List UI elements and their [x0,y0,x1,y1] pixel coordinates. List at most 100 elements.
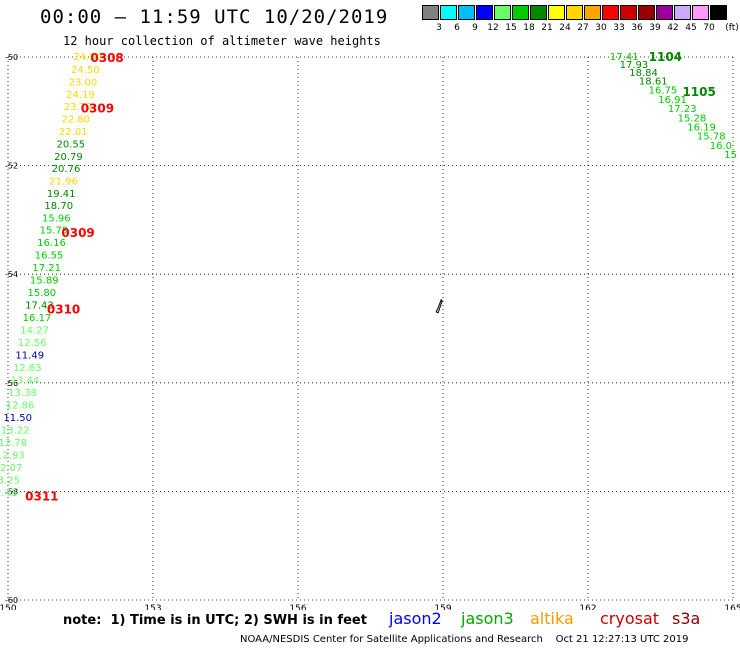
y-tick-label: -52 [5,162,18,171]
legend-swatch [440,5,457,20]
legend-label: 42 [667,23,679,33]
swh-value: 12.78 [0,438,27,449]
pass-label: 1105 [682,85,715,99]
y-tick-label: -56 [5,379,18,388]
swh-value: 13.38 [8,388,37,399]
x-tick-label: 159 [434,604,451,610]
y-tick-label: -58 [5,487,18,496]
swh-value: 16.19 [687,123,716,134]
legend-label: 30 [595,23,607,33]
map-subtitle: 12 hour collection of altimeter wave hei… [63,34,381,48]
swh-value: 23.00 [69,77,98,88]
swh-value: 16.55 [35,251,64,262]
swh-value: 16.91 [658,95,687,106]
legend-swatch [422,5,439,20]
swh-value: 17.93 [620,60,649,71]
legend-label: 12 [487,23,499,33]
island-outline [435,298,443,314]
swh-value: 24.50 [73,52,102,63]
swh-value: 12.07 [0,463,22,474]
swh-value: 13.22 [1,425,30,436]
pass-label: 0310 [47,302,80,316]
swh-value: 11.49 [15,351,44,362]
note-text: note: 1) Time is in UTC; 2) SWH is in fe… [63,613,367,628]
legend-swatch [710,5,727,20]
swh-value: 17.41 [610,52,639,63]
x-tick-label: 153 [144,604,161,610]
swh-value: 15 [724,150,737,161]
x-tick-label: 156 [289,604,306,610]
swh-value: 22.80 [61,114,90,125]
macquarie-island [435,298,443,314]
legend-swatch [512,5,529,20]
legend-swatch [476,5,493,20]
wave-height-map: 150 153 156 159 162 165 -50 -52 -54 -56 -58 -60 24.… [0,50,740,610]
swh-value: 16.75 [649,86,678,97]
swh-value: 12.63 [13,363,42,374]
map-title: 00:00 – 11:59 UTC 10/20/2019 [40,6,389,28]
swh-value: 20.79 [54,152,83,163]
swh-value: 15.78 [697,132,726,143]
swh-value: 15.80 [28,288,57,299]
swh-value: 12.43 [0,488,17,499]
swh-value: 20.76 [52,164,81,175]
swh-value: 18.61 [639,76,668,87]
legend-swatch [692,5,709,20]
swh-value: 16.17 [23,313,52,324]
swh-value: 22.01 [59,127,88,138]
swh-value: 13.44 [11,376,40,387]
map-axes: 150 153 156 159 162 165 -50 -52 -54 -56 -58 -60 [0,53,740,610]
pass-labels: 0308 0309 0309 0310 0311 1104 1105 [25,50,716,504]
legend-label: 3 [436,23,442,33]
swh-value: 15.89 [30,276,59,287]
satellite-altika: altika [530,609,574,628]
swh-value: 14.27 [20,326,49,337]
swh-value: 17.21 [32,263,61,274]
legend-label: 70 [703,23,715,33]
swh-value: 12.93 [0,450,25,461]
swh-value: 15.96 [42,214,71,225]
legend-label: 6 [454,23,460,33]
swh-value: 15.28 [678,113,707,124]
x-tick-label: 150 [0,604,17,610]
swh-value: 17.43 [25,301,54,312]
swh-value: 18.84 [629,68,658,79]
swh-value: 16.0 [710,141,732,152]
satellite-cryosat: cryosat [600,609,660,628]
swh-value: 12.56 [18,338,47,349]
legend-swatch [674,5,691,20]
swh-points: 24.5024.5023.0024.1923.7222.8022.0120.55… [0,52,737,499]
legend-swatch [656,5,673,20]
footer-credit: NOAA/NESDIS Center for Satellite Applica… [240,634,689,645]
legend-swatch [620,5,637,20]
swh-value: 16.16 [37,238,66,249]
y-tick-label: -54 [5,270,18,279]
pass-label: 0309 [81,101,114,115]
pass-label: 0309 [61,226,94,240]
y-tick-label: -50 [5,53,18,62]
legend-swatch [566,5,583,20]
legend-label: 18 [523,23,535,33]
pass-label: 0308 [90,51,123,65]
legend-label: 21 [541,23,553,33]
legend-label: 39 [649,23,661,33]
legend-label: 33 [613,23,625,33]
legend-swatch [602,5,619,20]
swh-value: 12.86 [6,401,35,412]
legend-swatch [458,5,475,20]
swh-value: 24.50 [71,65,100,76]
satellite-jason2: jason2 [389,609,442,628]
swh-value: 17.23 [668,104,697,115]
swh-value: 19.41 [47,189,76,200]
legend-label: 24 [559,23,571,33]
y-tick-label: -60 [5,596,18,605]
legend-label: 9 [472,23,478,33]
x-tick-label: 162 [579,604,596,610]
map-grid [7,56,734,601]
swh-value: 24.19 [66,90,95,101]
legend-swatch [548,5,565,20]
legend-swatch [584,5,601,20]
legend-swatch [530,5,547,20]
legend-label: 15 [505,23,517,33]
swh-value: 23.72 [64,102,93,113]
